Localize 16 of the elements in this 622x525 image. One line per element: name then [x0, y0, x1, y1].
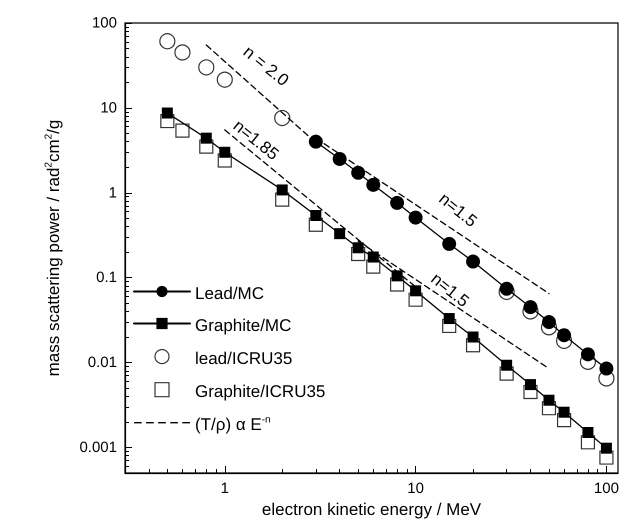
x-tick-label: 10: [407, 480, 424, 497]
y-tick-label: 1: [108, 184, 117, 202]
x-tick-label: 1: [220, 480, 229, 497]
annotation: n = 2.0: [240, 42, 292, 90]
y-axis-title: mass scattering power / rad2cm2/g: [44, 120, 63, 376]
x-axis-title: electron kinetic energy / MeV: [262, 500, 482, 519]
legend-label: lead/ICRU35: [195, 349, 292, 368]
legend-label: Graphite/ICRU35: [195, 382, 326, 402]
y-tick-label: 0.1: [96, 269, 117, 286]
y-tick-label: 0.001: [79, 438, 117, 456]
y-tick-label: 10: [100, 99, 117, 116]
x-tick-label: 100: [594, 480, 619, 497]
legend-label: Lead/MC: [195, 284, 264, 303]
legend-label: Graphite/MC: [195, 316, 292, 335]
y-tick-label: 100: [92, 14, 117, 32]
y-tick-label: 0.01: [88, 354, 117, 372]
